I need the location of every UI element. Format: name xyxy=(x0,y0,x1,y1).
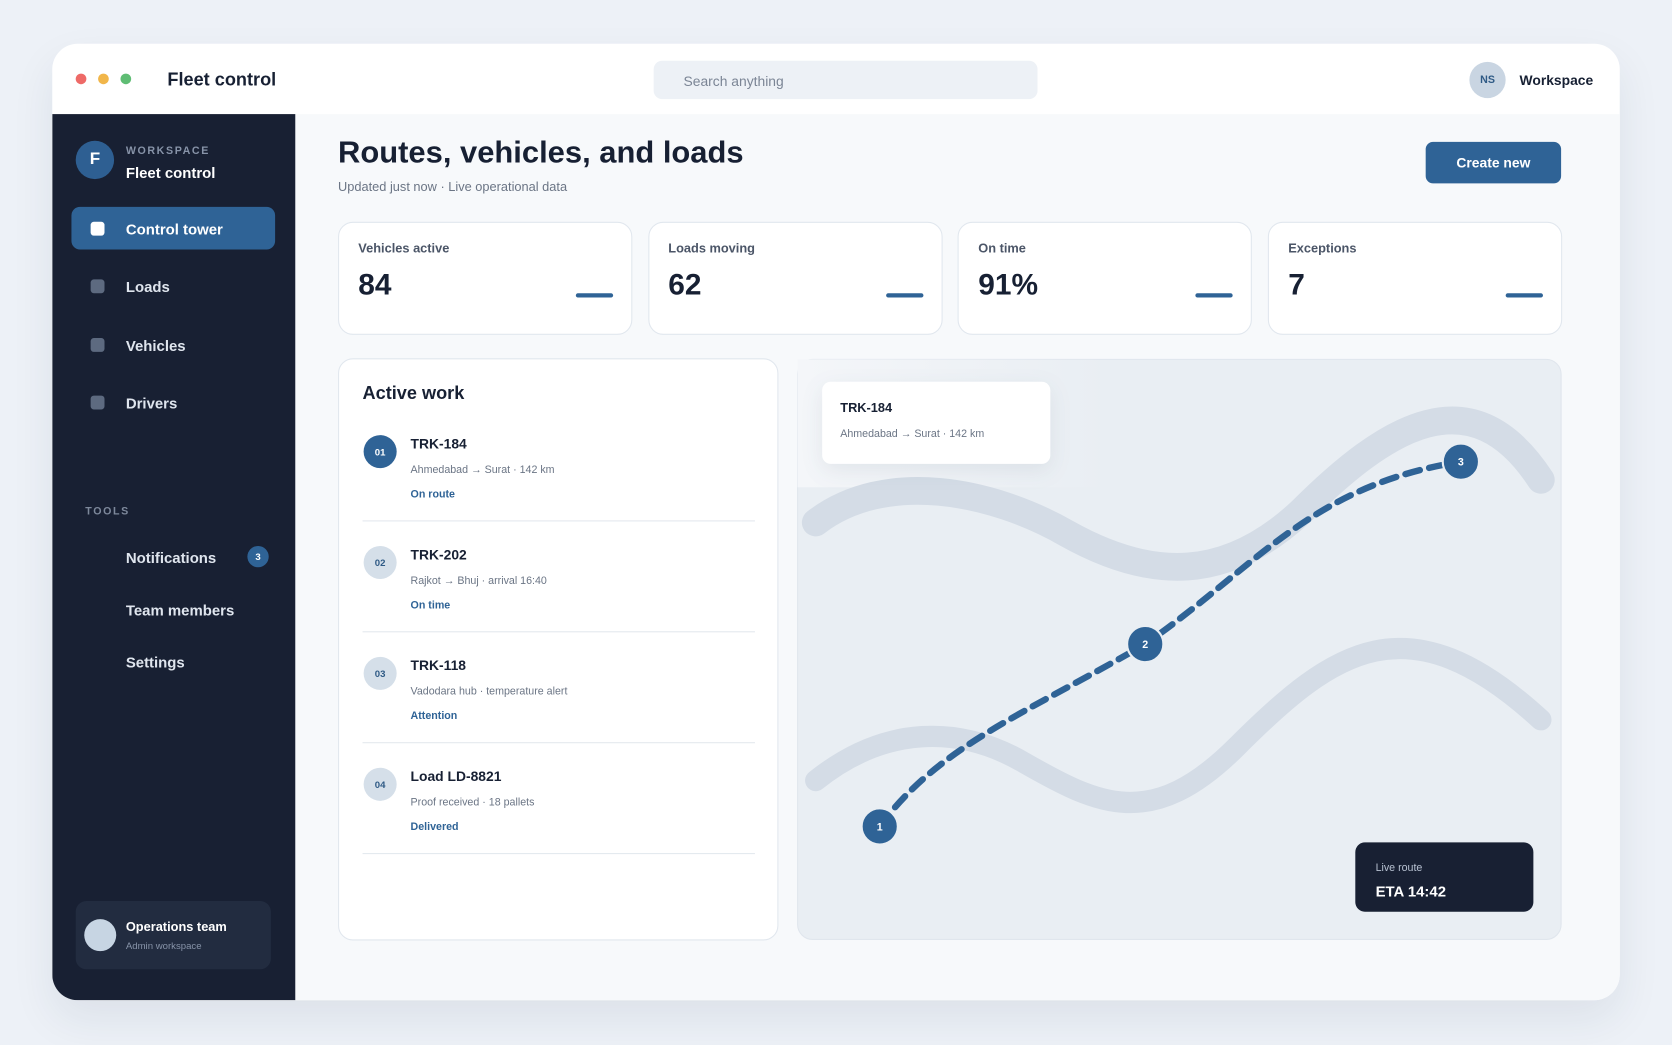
item-title: TRK-184 xyxy=(410,435,467,452)
nav-icon xyxy=(90,221,105,236)
stop-label: 2 xyxy=(1142,639,1148,651)
nav-label: Drivers xyxy=(125,394,178,412)
item-detail: Rajkot → Bhuj · arrival 16:40 xyxy=(410,575,547,588)
kpi-indicator xyxy=(885,293,924,298)
nav-label: Loads xyxy=(125,278,170,296)
item-detail: Proof received · 18 pallets xyxy=(410,797,535,809)
logo: F xyxy=(75,140,115,180)
user-avatar xyxy=(84,919,117,952)
sidebar: F WORKSPACE Fleet control Control tower L… xyxy=(52,114,296,1001)
page-subtitle: Updated just now · Live operational data xyxy=(338,179,568,195)
kpi-label: Loads moving xyxy=(668,240,755,256)
nav-icon xyxy=(90,395,105,410)
panel-title: Active work xyxy=(362,382,465,404)
item-title: Load LD-8821 xyxy=(410,768,502,785)
nav-item[interactable]: Control tower xyxy=(71,206,276,250)
tool-item[interactable]: Settings xyxy=(71,642,275,680)
stop-label: 3 xyxy=(1458,457,1464,469)
map[interactable]: 1 2 3 TRK-184 Ahmedabad → Surat · 142 km L… xyxy=(797,358,1563,940)
item-detail: Ahmedabad → Surat · 142 km xyxy=(410,464,555,477)
create-button[interactable]: Create new xyxy=(1425,141,1562,184)
divider xyxy=(362,631,755,633)
user-card[interactable]: Operations team Admin workspace xyxy=(75,901,271,970)
road xyxy=(801,406,1555,581)
item-index: 02 xyxy=(363,545,397,580)
item-status: On route xyxy=(410,488,455,501)
tool-item[interactable]: Notifications 3 xyxy=(71,537,275,575)
item-index: 04 xyxy=(363,767,397,801)
tooltip-card xyxy=(822,381,1051,464)
kpi-label: Vehicles active xyxy=(358,240,450,256)
avatar[interactable]: NS xyxy=(1469,61,1506,99)
item-index: 01 xyxy=(363,435,397,469)
divider xyxy=(362,742,755,744)
eta-label: Live route xyxy=(1376,862,1423,874)
item-title: TRK-118 xyxy=(410,657,467,674)
search-box[interactable]: Search anything xyxy=(653,60,1038,100)
nav-icon xyxy=(90,337,105,352)
stop-label: 1 xyxy=(877,821,883,833)
eta-value: ETA 14:42 xyxy=(1376,883,1446,900)
kpi-value: 91% xyxy=(978,267,1039,301)
workspace-label: WORKSPACE xyxy=(125,145,210,158)
kpi-indicator xyxy=(1505,293,1544,298)
item-index: 03 xyxy=(363,656,397,690)
tooltip-title: TRK-184 xyxy=(840,400,893,415)
workspace-name: Fleet control xyxy=(125,164,216,182)
kpi-value: 84 xyxy=(358,267,392,301)
maximize-dot[interactable] xyxy=(120,73,132,85)
road xyxy=(805,637,1552,814)
stop-marker[interactable] xyxy=(860,807,899,846)
user-role: Admin workspace xyxy=(125,940,202,952)
item-status: On time xyxy=(410,599,451,612)
tool-item[interactable]: Team members xyxy=(71,590,275,628)
nav-item[interactable]: Drivers xyxy=(71,381,275,424)
minimize-dot[interactable] xyxy=(98,73,109,85)
kpi-value: 62 xyxy=(668,267,702,301)
stop-marker[interactable] xyxy=(1126,624,1165,664)
search-placeholder: Search anything xyxy=(683,73,784,90)
nav-label: Vehicles xyxy=(125,336,186,354)
active-work-panel: Active work 01 TRK-184 Ahmedabad → Surat ·… xyxy=(338,358,779,941)
item-status: Delivered xyxy=(410,821,459,834)
kpi-value: 7 xyxy=(1288,267,1305,301)
tooltip-detail: Ahmedabad → Surat · 142 km xyxy=(840,428,984,440)
kpi-card: Vehicles active 84 xyxy=(338,221,633,335)
item-detail: Vadodara hub · temperature alert xyxy=(410,686,568,698)
divider xyxy=(362,520,755,522)
item-status: Attention xyxy=(410,710,458,723)
page-title: Routes, vehicles, and loads xyxy=(338,135,744,171)
tool-label: Team members xyxy=(125,601,235,619)
kpi-card: Exceptions 7 xyxy=(1267,221,1563,335)
kpi-label: Exceptions xyxy=(1288,240,1357,256)
kpi-indicator xyxy=(1195,293,1234,298)
tool-label: Notifications xyxy=(125,549,217,567)
account-label[interactable]: Workspace xyxy=(1519,71,1594,88)
item-title: TRK-202 xyxy=(410,546,467,563)
badge: 3 xyxy=(247,545,269,568)
tool-label: Settings xyxy=(125,653,185,671)
kpi-card: On time 91% xyxy=(957,221,1253,335)
nav-icon xyxy=(90,279,105,294)
kpi-label: On time xyxy=(978,240,1026,256)
user-name: Operations team xyxy=(125,919,227,935)
nav-item[interactable]: Loads xyxy=(71,265,275,308)
tools-heading: TOOLS xyxy=(85,505,130,518)
stop-marker[interactable] xyxy=(1441,442,1481,481)
eta-card xyxy=(1355,842,1534,912)
nav-item[interactable]: Vehicles xyxy=(71,323,275,366)
stops: 1 2 3 xyxy=(860,442,1481,846)
divider xyxy=(362,853,755,855)
kpi-indicator xyxy=(575,293,614,298)
kpi-card: Loads moving 62 xyxy=(647,221,943,335)
nav-label: Control tower xyxy=(125,220,223,238)
app-title: Fleet control xyxy=(167,69,277,90)
close-dot[interactable] xyxy=(75,73,87,85)
